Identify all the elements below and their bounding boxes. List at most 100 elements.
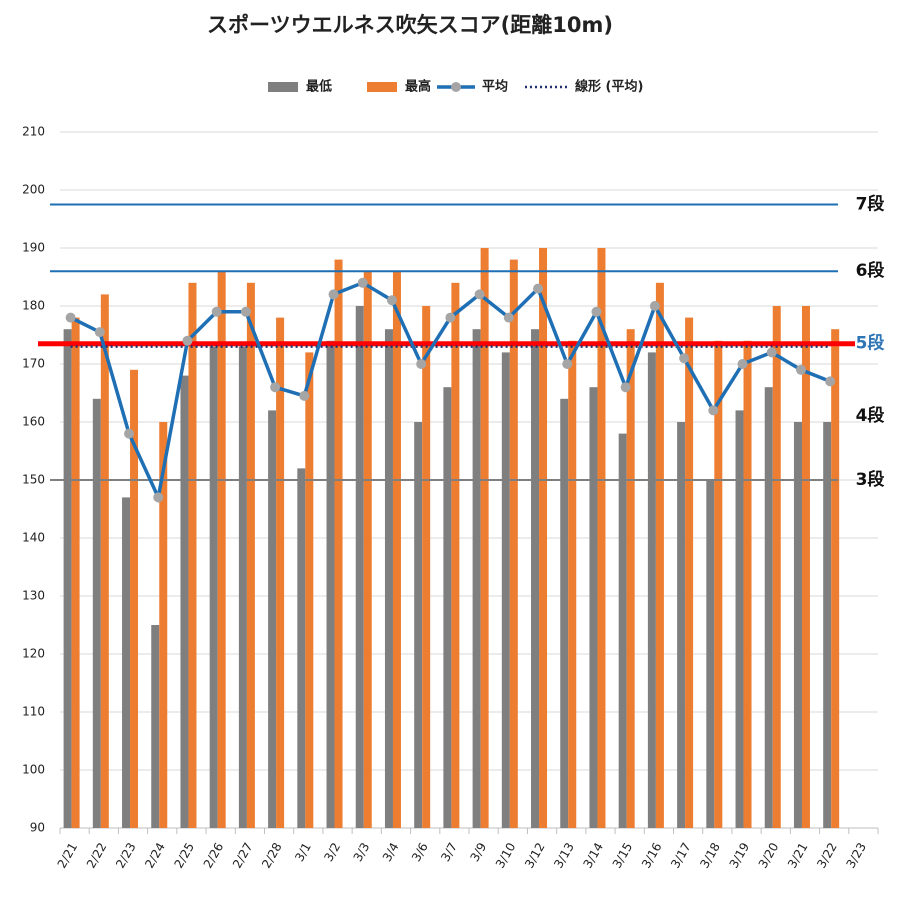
x-tick-label: 3/15 xyxy=(610,840,636,870)
bar xyxy=(130,369,139,828)
bar xyxy=(531,329,540,828)
bar xyxy=(217,271,226,828)
line-marker xyxy=(182,335,193,346)
x-tick-label: 2/23 xyxy=(113,840,139,870)
line-marker xyxy=(357,277,368,288)
bar xyxy=(326,340,335,828)
x-tick-label: 2/25 xyxy=(171,840,197,870)
line-marker xyxy=(474,289,485,300)
y-tick-label: 90 xyxy=(30,821,45,835)
legend-label: 線形 (平均) xyxy=(575,79,643,95)
bar xyxy=(685,317,694,828)
x-tick-label: 3/1 xyxy=(292,840,314,864)
x-tick-label: 2/21 xyxy=(55,840,81,870)
x-tick-label: 3/9 xyxy=(467,840,489,864)
x-tick-label: 3/21 xyxy=(785,840,811,870)
line-marker xyxy=(620,382,631,393)
x-tick-label: 2/27 xyxy=(230,840,256,870)
bar xyxy=(801,306,810,828)
bar xyxy=(568,340,577,828)
bar xyxy=(626,329,635,828)
x-tick-label: 3/6 xyxy=(409,840,431,864)
bar xyxy=(392,271,401,828)
line-marker xyxy=(679,353,690,364)
line-marker xyxy=(328,289,339,300)
bar xyxy=(180,375,189,828)
bar xyxy=(509,259,518,829)
bar xyxy=(655,282,664,828)
x-tick-label: 3/17 xyxy=(668,840,694,870)
legend-swatch xyxy=(367,82,397,92)
line-marker xyxy=(766,347,777,358)
bar xyxy=(100,294,109,828)
bar xyxy=(238,346,247,828)
x-tick-label: 3/18 xyxy=(697,840,723,870)
x-tick-label: 2/26 xyxy=(201,840,227,870)
legend-label: 平均 xyxy=(482,79,508,95)
line-marker xyxy=(211,306,222,317)
line-marker xyxy=(153,492,164,503)
bar xyxy=(92,398,101,828)
bar xyxy=(334,259,343,829)
line-marker xyxy=(240,306,251,317)
y-tick-label: 130 xyxy=(22,589,45,603)
x-tick-label: 3/3 xyxy=(351,840,373,864)
chart-title: スポーツウエルネス吹矢スコア(距離10m) xyxy=(207,13,613,37)
bar xyxy=(246,282,255,828)
line-marker xyxy=(386,295,397,306)
bar xyxy=(831,329,840,828)
bar xyxy=(539,248,548,828)
bar xyxy=(414,422,423,828)
reference-label: 3段 xyxy=(856,469,885,490)
bar xyxy=(384,329,393,828)
reference-label: 4段 xyxy=(856,405,885,426)
reference-label: 7段 xyxy=(856,194,885,215)
line-marker xyxy=(94,327,105,338)
x-tick-label: 3/19 xyxy=(727,840,753,870)
y-tick-label: 110 xyxy=(22,705,45,719)
line-marker xyxy=(708,405,719,416)
x-tick-label: 2/28 xyxy=(259,840,285,870)
bar xyxy=(772,306,781,828)
bar xyxy=(793,422,802,828)
bar xyxy=(209,346,218,828)
bar xyxy=(63,329,72,828)
y-tick-label: 200 xyxy=(22,183,45,197)
reference-label: 6段 xyxy=(856,260,885,281)
x-tick-label: 2/22 xyxy=(84,840,110,870)
bar xyxy=(472,329,481,828)
y-tick-label: 150 xyxy=(22,473,45,487)
x-tick-label: 3/13 xyxy=(551,840,577,870)
bar xyxy=(151,625,160,828)
bar xyxy=(764,387,773,828)
bar xyxy=(677,422,686,828)
bar xyxy=(560,398,569,828)
reference-label: 5段 xyxy=(856,333,885,354)
line-marker xyxy=(270,382,281,393)
y-tick-label: 170 xyxy=(22,357,45,371)
bar xyxy=(706,480,715,828)
bar xyxy=(122,497,131,828)
bar xyxy=(297,468,306,828)
line-marker xyxy=(649,301,660,311)
line-marker xyxy=(825,376,836,387)
x-tick-label: 2/24 xyxy=(142,840,168,870)
bar xyxy=(355,306,364,828)
bar xyxy=(443,387,452,828)
bar xyxy=(188,282,197,828)
bar xyxy=(422,306,431,828)
x-tick-label: 3/14 xyxy=(580,840,606,870)
x-tick-label: 3/23 xyxy=(843,840,869,870)
x-tick-label: 3/10 xyxy=(493,840,519,870)
line-marker xyxy=(503,312,514,323)
y-tick-label: 120 xyxy=(22,647,45,661)
legend-label: 最低 xyxy=(306,79,332,95)
y-tick-label: 210 xyxy=(22,125,45,139)
bar xyxy=(597,248,606,828)
y-tick-label: 180 xyxy=(22,299,45,313)
legend-swatch xyxy=(268,82,298,92)
line-marker xyxy=(533,283,544,294)
legend-marker xyxy=(451,82,461,92)
y-tick-label: 140 xyxy=(22,531,45,545)
